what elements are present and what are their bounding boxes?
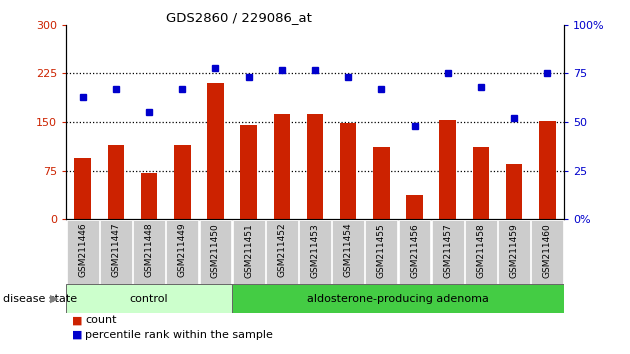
Bar xyxy=(108,145,124,219)
Text: GSM211458: GSM211458 xyxy=(476,223,485,278)
Text: control: control xyxy=(130,294,168,304)
Text: GSM211452: GSM211452 xyxy=(277,223,286,278)
Text: GSM211456: GSM211456 xyxy=(410,223,419,278)
Text: GSM211460: GSM211460 xyxy=(543,223,552,278)
Bar xyxy=(307,114,323,219)
Bar xyxy=(141,173,158,219)
Text: ■: ■ xyxy=(72,315,83,325)
Text: ▶: ▶ xyxy=(50,294,59,304)
FancyBboxPatch shape xyxy=(365,220,398,284)
Text: disease state: disease state xyxy=(3,294,77,304)
Bar xyxy=(174,145,191,219)
Text: percentile rank within the sample: percentile rank within the sample xyxy=(85,330,273,339)
Text: GSM211447: GSM211447 xyxy=(112,223,120,278)
Bar xyxy=(373,147,389,219)
Text: GSM211453: GSM211453 xyxy=(311,223,319,278)
FancyBboxPatch shape xyxy=(399,220,430,284)
Bar xyxy=(74,158,91,219)
FancyBboxPatch shape xyxy=(266,220,298,284)
FancyBboxPatch shape xyxy=(66,284,232,313)
Text: GSM211459: GSM211459 xyxy=(510,223,518,278)
FancyBboxPatch shape xyxy=(465,220,497,284)
Bar xyxy=(506,164,522,219)
Text: GSM211446: GSM211446 xyxy=(78,223,87,278)
Bar xyxy=(440,120,456,219)
Text: aldosterone-producing adenoma: aldosterone-producing adenoma xyxy=(307,294,489,304)
FancyBboxPatch shape xyxy=(200,220,231,284)
Text: GDS2860 / 229086_at: GDS2860 / 229086_at xyxy=(166,11,312,24)
FancyBboxPatch shape xyxy=(232,284,564,313)
FancyBboxPatch shape xyxy=(100,220,132,284)
FancyBboxPatch shape xyxy=(166,220,198,284)
FancyBboxPatch shape xyxy=(332,220,364,284)
Text: ■: ■ xyxy=(72,330,83,339)
FancyBboxPatch shape xyxy=(531,220,563,284)
Text: GSM211449: GSM211449 xyxy=(178,223,186,278)
Bar xyxy=(539,121,556,219)
Text: GSM211450: GSM211450 xyxy=(211,223,220,278)
Text: GSM211451: GSM211451 xyxy=(244,223,253,278)
Bar xyxy=(240,125,257,219)
Bar xyxy=(273,114,290,219)
FancyBboxPatch shape xyxy=(498,220,530,284)
FancyBboxPatch shape xyxy=(299,220,331,284)
Bar xyxy=(406,195,423,219)
Text: GSM211454: GSM211454 xyxy=(344,223,353,278)
Text: count: count xyxy=(85,315,117,325)
FancyBboxPatch shape xyxy=(232,220,265,284)
Text: GSM211457: GSM211457 xyxy=(444,223,452,278)
FancyBboxPatch shape xyxy=(133,220,165,284)
Bar xyxy=(207,83,224,219)
Bar xyxy=(472,147,489,219)
Bar xyxy=(340,124,357,219)
Text: GSM211455: GSM211455 xyxy=(377,223,386,278)
Text: GSM211448: GSM211448 xyxy=(145,223,154,278)
FancyBboxPatch shape xyxy=(67,220,99,284)
FancyBboxPatch shape xyxy=(432,220,464,284)
